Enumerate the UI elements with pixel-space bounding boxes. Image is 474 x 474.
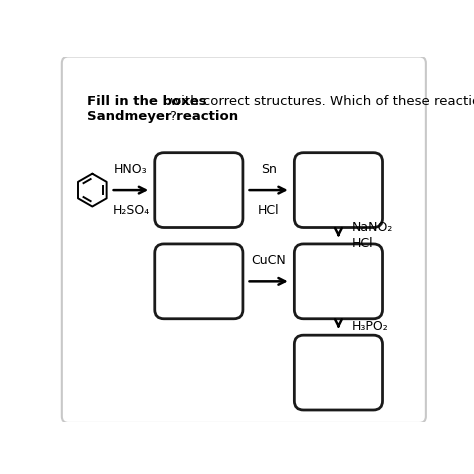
Text: H₃PO₂: H₃PO₂: [351, 320, 388, 334]
Text: Sn: Sn: [261, 163, 276, 176]
FancyBboxPatch shape: [62, 56, 426, 423]
Text: HCl: HCl: [258, 204, 280, 217]
Text: CuCN: CuCN: [251, 255, 286, 267]
Text: NaNO₂: NaNO₂: [351, 221, 392, 234]
Text: H₂SO₄: H₂SO₄: [112, 204, 149, 217]
Text: Sandmeyer reaction: Sandmeyer reaction: [87, 110, 238, 123]
Text: ?: ?: [169, 110, 176, 123]
FancyBboxPatch shape: [294, 153, 383, 228]
FancyBboxPatch shape: [294, 244, 383, 319]
FancyBboxPatch shape: [155, 244, 243, 319]
FancyBboxPatch shape: [155, 153, 243, 228]
Text: HCl: HCl: [351, 237, 373, 250]
FancyBboxPatch shape: [294, 335, 383, 410]
Text: with correct structures. Which of these reactions is the: with correct structures. Which of these …: [166, 95, 474, 108]
Text: Fill in the boxes: Fill in the boxes: [87, 95, 206, 108]
Text: HNO₃: HNO₃: [114, 163, 148, 176]
